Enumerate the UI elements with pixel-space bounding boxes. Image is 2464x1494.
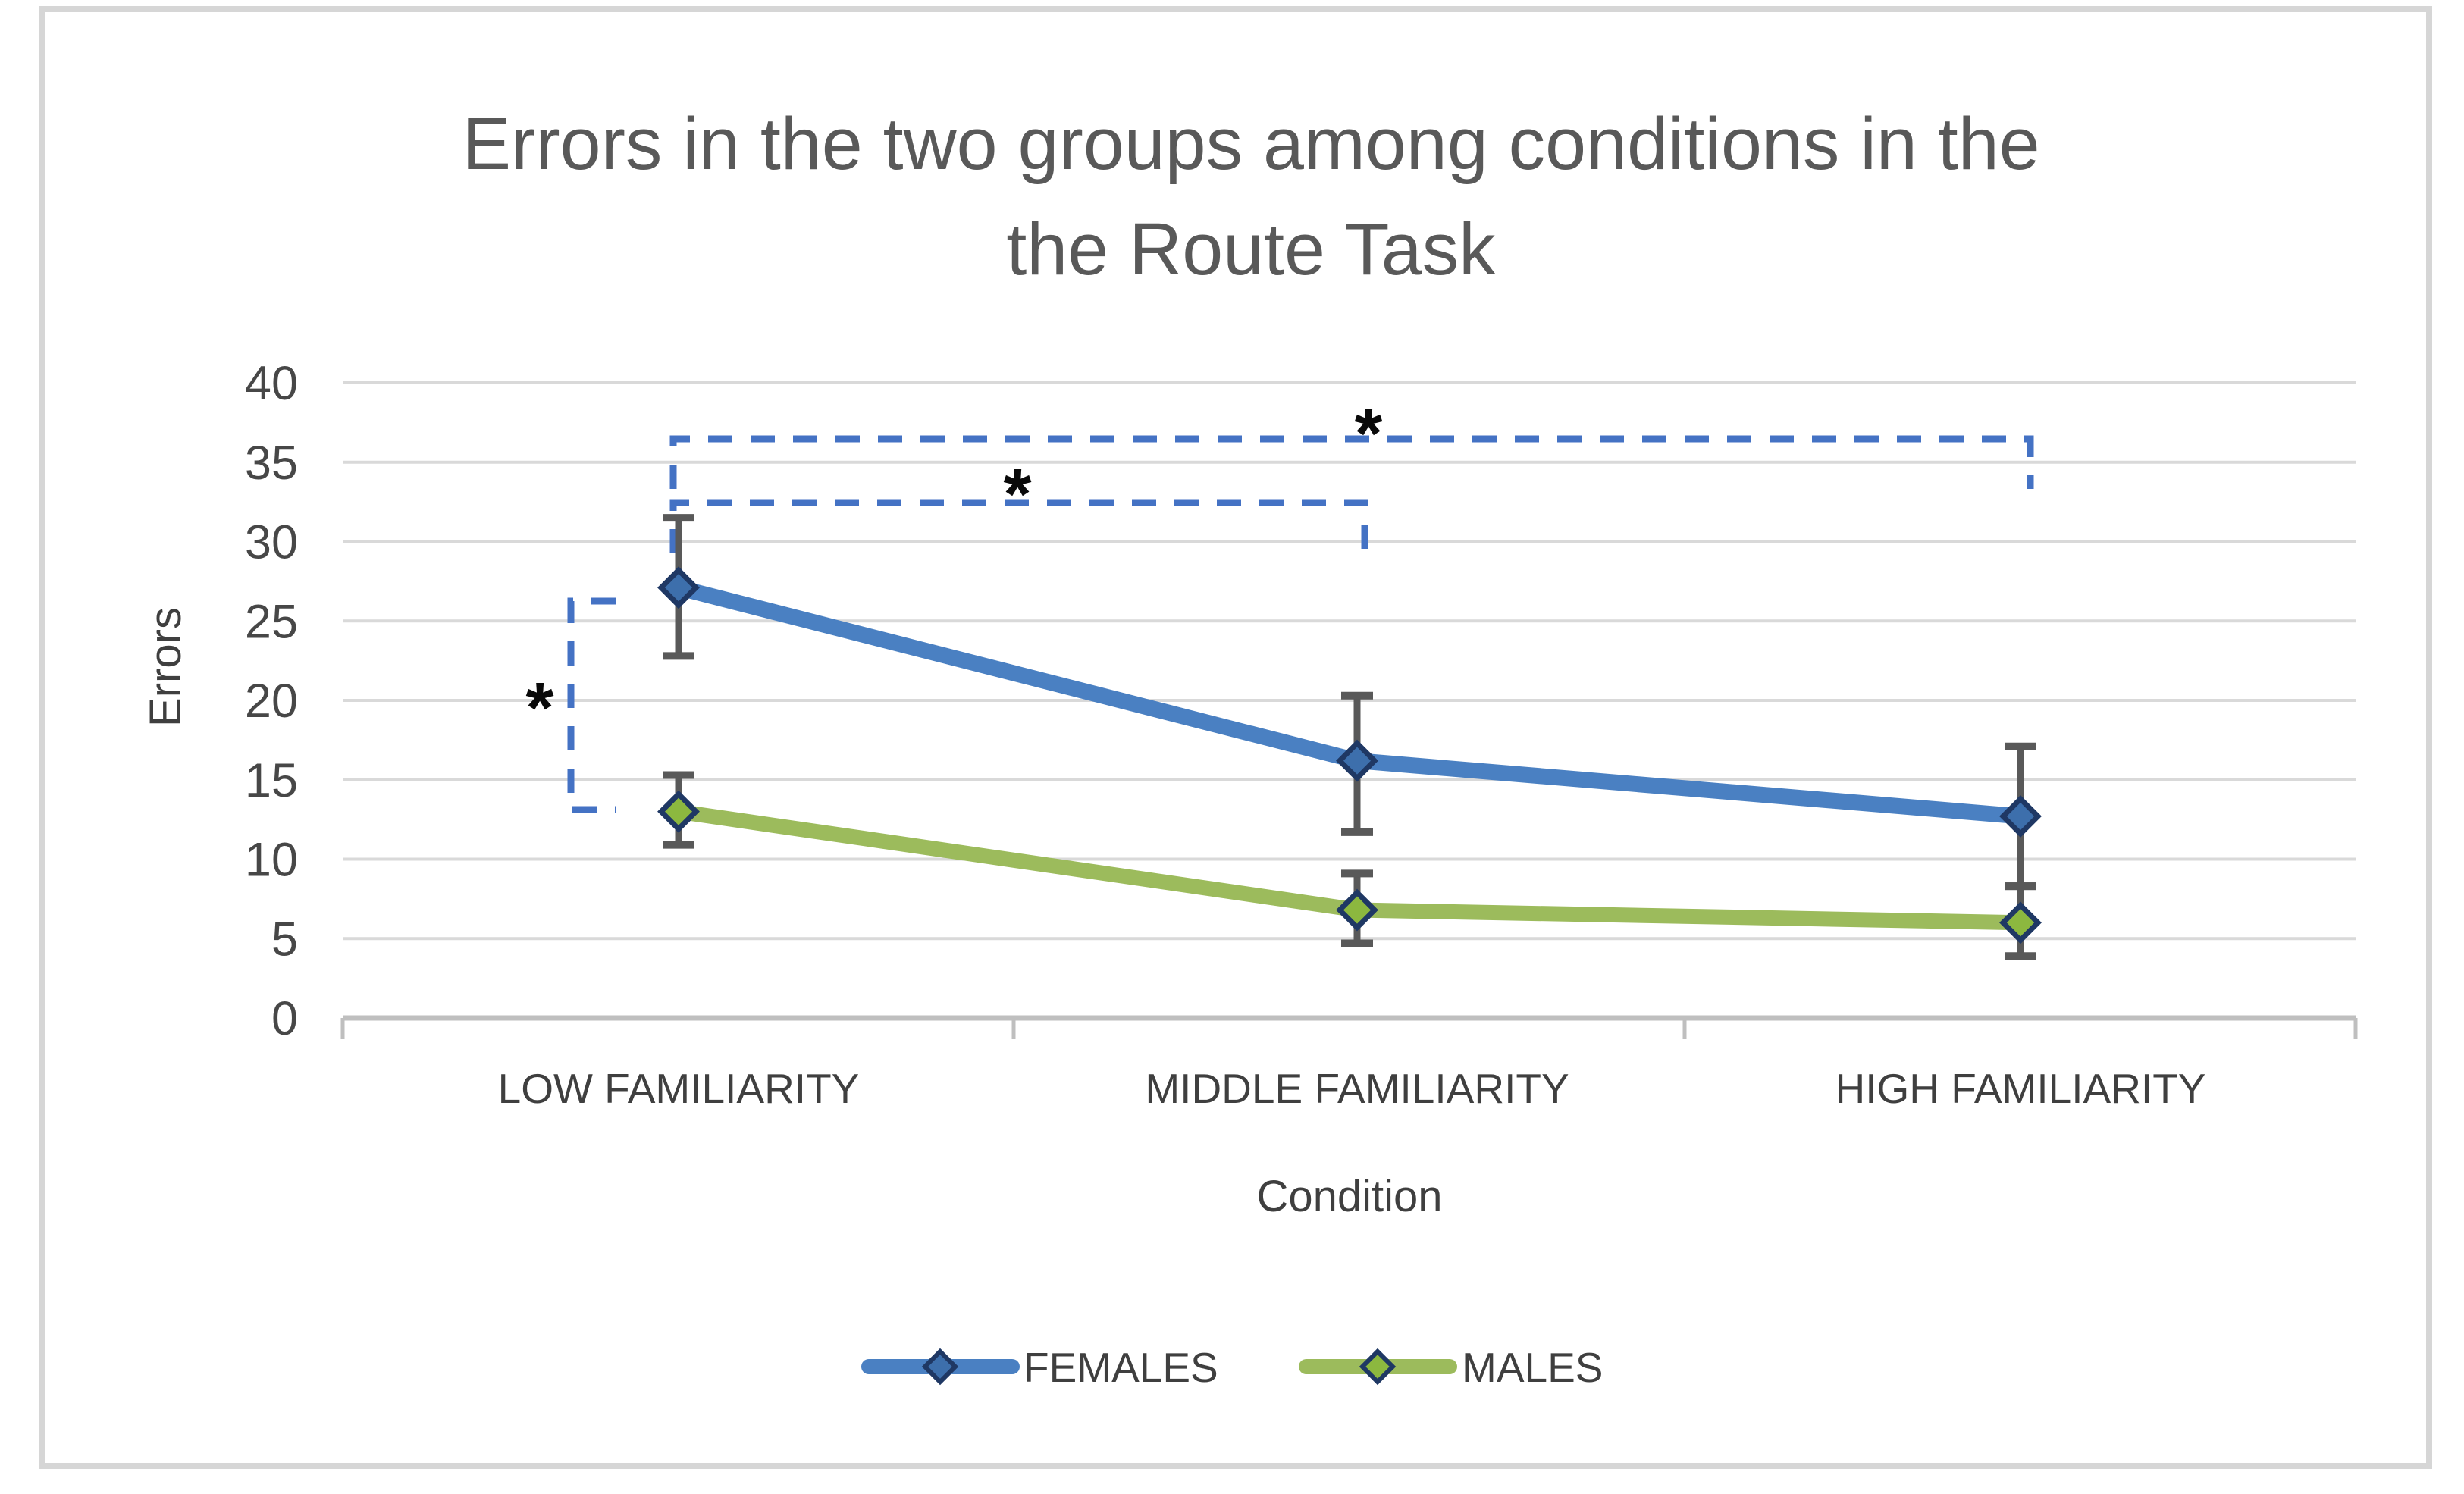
x-category-labels: LOW FAMILIARITY MIDDLE FAMILIARITY HIGH FA… — [498, 1065, 2206, 1112]
y-tick-label: 0 — [271, 992, 298, 1045]
y-tick-label: 10 — [245, 834, 298, 887]
marker-females — [657, 566, 700, 609]
significance-asterisk: * — [1004, 454, 1032, 534]
significance-bracket — [567, 597, 616, 813]
x-category-label: MIDDLE FAMILIARITY — [1145, 1065, 1569, 1112]
marker-males — [657, 790, 700, 833]
x-axis-title: Condition — [1256, 1172, 1442, 1221]
y-tick-label: 30 — [245, 516, 298, 569]
legend-marker-females — [921, 1348, 959, 1386]
marker-males — [1999, 901, 2042, 944]
x-axis — [340, 1015, 2358, 1039]
data-series — [657, 514, 2042, 960]
y-tick-label: 20 — [245, 675, 298, 728]
y-tick-labels: 0 5 10 15 20 25 30 35 40 — [245, 357, 298, 1045]
y-tick-label: 25 — [245, 595, 298, 648]
y-tick-label: 40 — [245, 357, 298, 410]
significance-bracket — [669, 435, 2034, 489]
significance-brackets: * * * — [526, 393, 2034, 813]
legend-label-males: MALES — [1462, 1344, 1603, 1391]
y-tick-label: 15 — [245, 754, 298, 807]
x-category-label: HIGH FAMILIARITY — [1835, 1065, 2206, 1112]
marker-males — [1336, 888, 1378, 932]
legend: FEMALES MALES — [861, 1344, 1603, 1391]
y-tick-label: 35 — [245, 437, 298, 490]
chart-title-line2: the Route Task — [1006, 208, 1496, 290]
significance-bracket — [669, 499, 1368, 553]
marker-females — [1336, 739, 1378, 782]
legend-label-females: FEMALES — [1024, 1344, 1218, 1391]
legend-marker-males — [1359, 1348, 1397, 1386]
chart-title-line1: Errors in the two groups among condition… — [462, 102, 2039, 185]
significance-asterisk: * — [1355, 393, 1383, 474]
y-tick-label: 5 — [271, 913, 298, 966]
significance-asterisk: * — [526, 668, 554, 748]
marker-females — [1999, 794, 2042, 838]
y-axis-title: Errors — [141, 607, 190, 727]
x-category-label: LOW FAMILIARITY — [498, 1065, 860, 1112]
